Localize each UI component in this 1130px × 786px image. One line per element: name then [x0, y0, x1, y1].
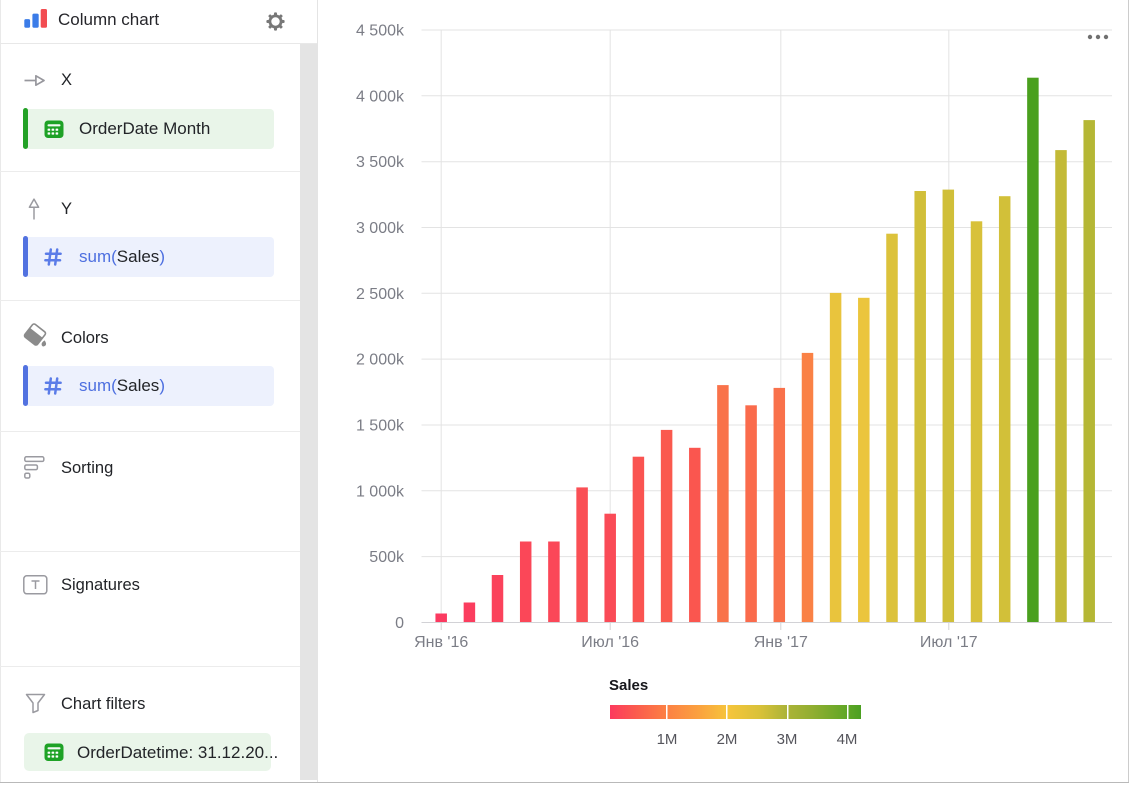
svg-text:Sales: Sales — [609, 677, 648, 694]
svg-text:1 000k: 1 000k — [356, 483, 405, 500]
svg-text:3 000k: 3 000k — [356, 220, 405, 237]
svg-text:Июл '16: Июл '16 — [581, 634, 639, 651]
svg-text:2 000k: 2 000k — [356, 352, 405, 369]
svg-text:1M: 1M — [657, 731, 678, 748]
svg-text:3M: 3M — [777, 731, 798, 748]
svg-text:Июл '17: Июл '17 — [920, 634, 978, 651]
svg-text:4 500k: 4 500k — [356, 23, 405, 40]
svg-text:4 000k: 4 000k — [356, 88, 405, 105]
svg-text:500k: 500k — [369, 549, 405, 566]
svg-text:Янв '16: Янв '16 — [414, 634, 468, 651]
svg-text:Янв '17: Янв '17 — [754, 634, 808, 651]
svg-text:2 500k: 2 500k — [356, 286, 405, 303]
svg-text:2M: 2M — [717, 731, 738, 748]
svg-text:4M: 4M — [837, 731, 858, 748]
svg-text:1 500k: 1 500k — [356, 418, 405, 435]
svg-text:0: 0 — [395, 615, 404, 632]
svg-text:3 500k: 3 500k — [356, 154, 405, 171]
